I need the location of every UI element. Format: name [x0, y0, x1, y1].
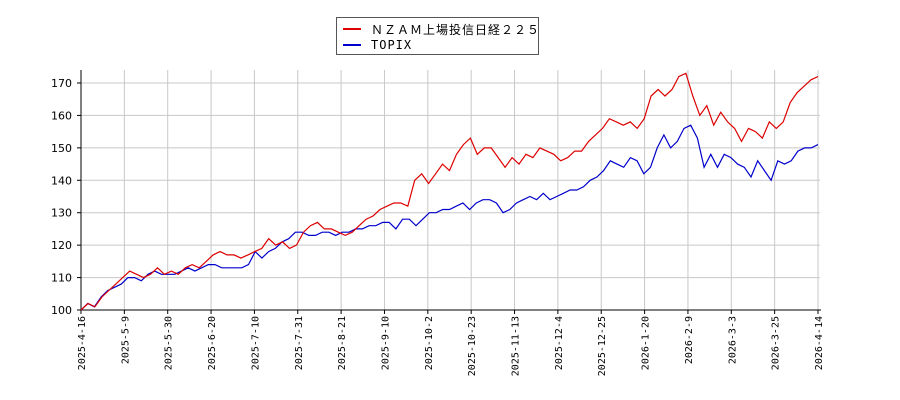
- x-tick-label: 2025-4-16: [77, 316, 88, 370]
- y-tick-label: 140: [51, 174, 72, 187]
- legend-item-topix: TOPIX: [343, 38, 412, 52]
- x-tick-label: 2025-8-21: [337, 316, 348, 370]
- y-tick-label: 160: [51, 109, 72, 122]
- x-tick-label: 2025-11-13: [511, 316, 522, 376]
- x-tick-label: 2025-7-10: [250, 316, 261, 370]
- legend-label: TOPIX: [371, 38, 413, 52]
- x-tick-label: 2026-4-14: [814, 316, 825, 370]
- y-tick-label: 130: [51, 207, 72, 220]
- grid-lines: [81, 70, 820, 310]
- x-tick-label: 2025-10-2: [424, 316, 435, 370]
- x-tick-label: 2025-6-20: [207, 316, 218, 370]
- data-series: [80, 72, 819, 311]
- series-line: [80, 72, 819, 311]
- x-tick-label: 2025-5-30: [164, 316, 175, 370]
- legend-swatch-blue: [343, 44, 361, 46]
- y-tick-label: 150: [51, 142, 72, 155]
- x-tick-label: 2025-10-23: [467, 316, 478, 376]
- x-tick-label: 2025-5-9: [120, 316, 131, 364]
- legend-label: ＮＺＡＭ上場投信日経２２５: [371, 22, 541, 37]
- x-tick-label: 2025-9-10: [380, 316, 391, 370]
- x-tick-label: 2025-7-31: [294, 316, 305, 370]
- y-tick-label: 120: [51, 239, 72, 252]
- x-tick-label: 2026-1-20: [641, 316, 652, 370]
- x-tick-label: 2026-3-25: [771, 316, 782, 370]
- x-tick-label: 2025-12-4: [554, 316, 565, 370]
- legend-swatch-red: [343, 28, 361, 30]
- y-axis: 100 110 120 130 140 150 160 170: [51, 70, 82, 317]
- y-tick-label: 110: [51, 272, 72, 285]
- x-tick-label: 2026-2-9: [684, 316, 695, 364]
- chart-legend: ＮＺＡＭ上場投信日経２２５ TOPIX: [336, 17, 539, 55]
- legend-item-nzam: ＮＺＡＭ上場投信日経２２５: [343, 22, 541, 37]
- y-tick-label: 100: [51, 304, 72, 317]
- x-tick-label: 2025-12-25: [597, 316, 608, 376]
- y-tick-label: 170: [51, 77, 72, 90]
- x-tick-label: 2026-3-3: [727, 316, 738, 364]
- x-axis: 2025-4-16 2025-5-9 2025-5-30 2025-6-20 2025-…: [77, 309, 825, 376]
- series-line: [80, 124, 819, 311]
